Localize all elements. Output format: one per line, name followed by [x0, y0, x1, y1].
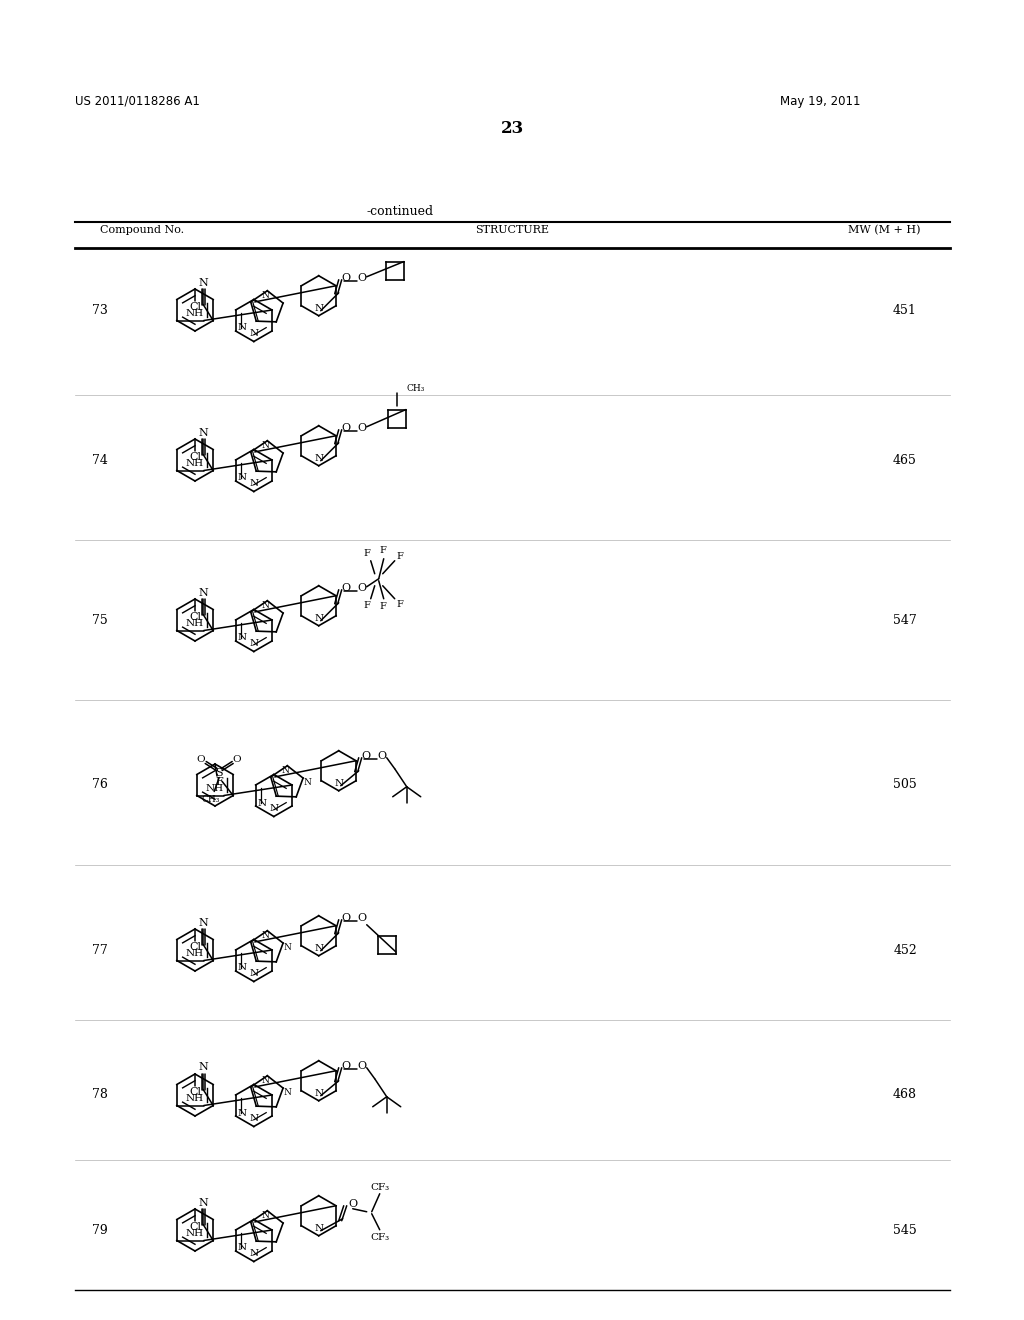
Text: F: F [396, 552, 403, 561]
Text: N: N [261, 292, 269, 300]
Text: O: O [377, 751, 386, 760]
Text: N: N [199, 587, 208, 598]
Text: N: N [303, 777, 311, 787]
Text: STRUCTURE: STRUCTURE [475, 224, 549, 235]
Text: CH₃: CH₃ [407, 384, 425, 393]
Text: 545: 545 [893, 1224, 916, 1237]
Text: 547: 547 [893, 614, 916, 627]
Text: F: F [364, 549, 370, 558]
Text: N: N [199, 917, 208, 928]
Text: F: F [379, 602, 386, 611]
Text: O: O [341, 912, 350, 923]
Text: N: N [314, 304, 324, 313]
Text: Cl: Cl [189, 451, 201, 462]
Text: 465: 465 [893, 454, 916, 466]
Text: CF₃: CF₃ [370, 1233, 389, 1242]
Text: N: N [261, 932, 269, 940]
Text: 78: 78 [92, 1089, 108, 1101]
Text: 451: 451 [893, 304, 916, 317]
Text: N: N [238, 1243, 246, 1253]
Text: MW (M + H): MW (M + H) [848, 224, 920, 235]
Text: F: F [215, 777, 223, 787]
Text: NH: NH [185, 309, 204, 318]
Text: F: F [364, 601, 370, 610]
Text: O: O [341, 582, 350, 593]
Text: Cl: Cl [189, 1222, 201, 1232]
Text: S: S [215, 768, 223, 779]
Text: -continued: -continued [367, 205, 433, 218]
Text: CH₃: CH₃ [202, 795, 220, 804]
Text: O: O [357, 1061, 367, 1071]
Text: N: N [249, 639, 258, 648]
Text: N: N [269, 804, 279, 813]
Text: NH: NH [185, 1094, 204, 1104]
Text: 79: 79 [92, 1224, 108, 1237]
Text: N: N [282, 767, 289, 775]
Text: CF₃: CF₃ [370, 1183, 389, 1192]
Text: 452: 452 [893, 944, 916, 957]
Text: O: O [348, 1199, 357, 1209]
Text: N: N [314, 944, 324, 953]
Text: 76: 76 [92, 779, 108, 792]
Text: 75: 75 [92, 614, 108, 627]
Text: N: N [249, 1114, 258, 1123]
Text: O: O [357, 273, 367, 282]
Text: N: N [314, 614, 324, 623]
Text: 23: 23 [501, 120, 523, 137]
Text: O: O [341, 273, 350, 282]
Text: O: O [357, 582, 367, 593]
Text: NH: NH [185, 619, 204, 628]
Text: N: N [238, 323, 246, 333]
Text: Cl: Cl [189, 942, 201, 952]
Text: N: N [249, 479, 258, 488]
Text: US 2011/0118286 A1: US 2011/0118286 A1 [75, 95, 200, 108]
Text: Cl: Cl [189, 612, 201, 622]
Text: N: N [249, 1249, 258, 1258]
Text: 505: 505 [893, 779, 916, 792]
Text: N: N [314, 1089, 324, 1098]
Text: 468: 468 [893, 1089, 918, 1101]
Text: N: N [199, 1063, 208, 1072]
Text: N: N [261, 602, 269, 610]
Text: O: O [361, 751, 371, 760]
Text: O: O [357, 422, 367, 433]
Text: F: F [379, 546, 386, 556]
Text: N: N [238, 1109, 246, 1118]
Text: Cl: Cl [189, 1086, 201, 1097]
Text: O: O [341, 1061, 350, 1071]
Text: N: N [334, 779, 343, 788]
Text: NH: NH [185, 949, 204, 958]
Text: N: N [261, 1212, 269, 1220]
Text: N: N [199, 428, 208, 437]
Text: Compound No.: Compound No. [100, 224, 184, 235]
Text: N: N [261, 441, 269, 450]
Text: O: O [341, 422, 350, 433]
Text: N: N [283, 942, 291, 952]
Text: F: F [396, 601, 403, 610]
Text: O: O [232, 755, 242, 764]
Text: NH: NH [185, 1229, 204, 1238]
Text: N: N [199, 277, 208, 288]
Text: 74: 74 [92, 454, 108, 466]
Text: 73: 73 [92, 304, 108, 317]
Text: May 19, 2011: May 19, 2011 [780, 95, 860, 108]
Text: N: N [238, 964, 246, 973]
Text: N: N [257, 799, 266, 808]
Text: O: O [197, 755, 206, 764]
Text: Cl: Cl [189, 302, 201, 312]
Text: N: N [283, 1088, 291, 1097]
Text: N: N [199, 1197, 208, 1208]
Text: N: N [249, 969, 258, 978]
Text: N: N [314, 454, 324, 463]
Text: NH: NH [206, 784, 224, 793]
Text: N: N [314, 1224, 324, 1233]
Text: NH: NH [185, 459, 204, 469]
Text: O: O [357, 912, 367, 923]
Text: N: N [238, 474, 246, 483]
Text: N: N [261, 1076, 269, 1085]
Text: N: N [249, 329, 258, 338]
Text: N: N [238, 634, 246, 643]
Text: 77: 77 [92, 944, 108, 957]
